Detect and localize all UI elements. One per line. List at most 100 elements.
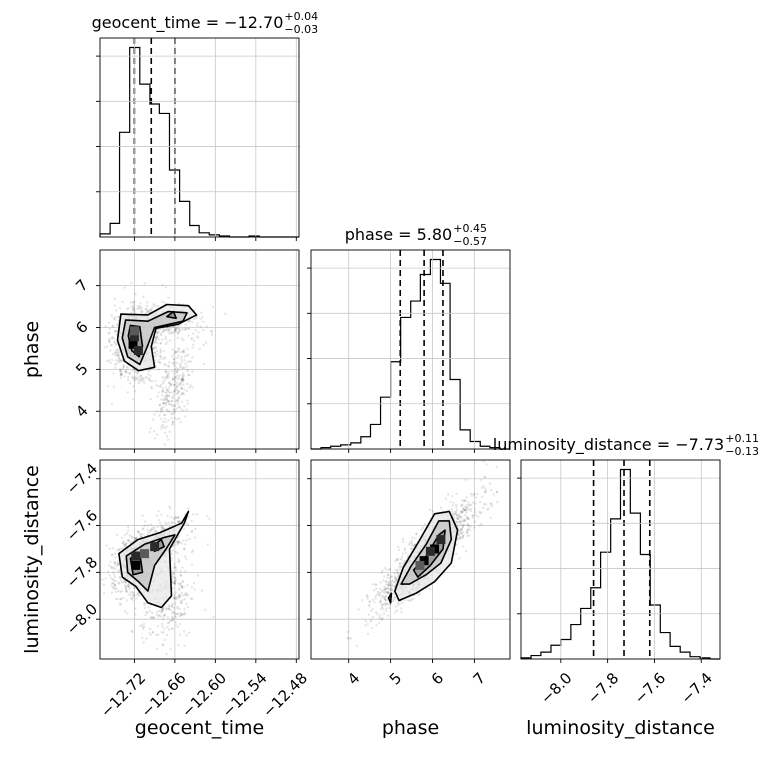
sample-point (410, 548, 413, 551)
sample-point (161, 402, 164, 405)
sample-point (180, 613, 184, 616)
sample-point (120, 581, 124, 584)
sample-point (164, 342, 168, 346)
sample-point (449, 501, 452, 504)
sample-point (407, 553, 410, 557)
sample-point (193, 536, 197, 539)
sample-point (183, 547, 186, 550)
sample-point (155, 349, 159, 353)
sample-point (191, 386, 194, 389)
sample-point (173, 518, 176, 521)
sample-point (483, 487, 487, 490)
sample-point (160, 376, 164, 379)
sample-point (389, 584, 393, 587)
sample-point (456, 517, 459, 520)
sample-point (166, 438, 170, 441)
sample-point (184, 593, 188, 596)
sample-point (189, 384, 192, 387)
sample-point (174, 516, 178, 520)
sample-point (384, 597, 387, 601)
sample-point (187, 320, 190, 324)
sample-point (389, 586, 393, 590)
sample-point (180, 379, 184, 382)
sample-point (181, 327, 184, 331)
sample-point (177, 596, 181, 599)
sample-point (151, 306, 154, 309)
sample-point (428, 508, 432, 511)
sample-point (131, 398, 135, 401)
sample-point (186, 524, 190, 527)
sample-point (192, 339, 196, 342)
sample-point (111, 336, 114, 339)
sample-point (428, 587, 431, 591)
sample-point (167, 400, 170, 403)
sample-point (460, 504, 464, 507)
sample-point (158, 613, 161, 617)
sample-point (468, 528, 471, 532)
sample-point (115, 587, 118, 590)
sample-point (121, 367, 125, 370)
sample-point (167, 365, 170, 368)
sample-point (391, 598, 395, 601)
sample-point (155, 330, 158, 334)
sample-point (163, 627, 166, 630)
sample-point (467, 508, 470, 511)
sample-point (152, 616, 156, 619)
sample-point (398, 568, 401, 571)
sample-point (401, 552, 405, 555)
sample-point (183, 611, 187, 615)
x-ticks (560, 659, 702, 663)
sample-point (116, 570, 120, 573)
sample-point (177, 644, 180, 647)
sample-point (178, 327, 181, 330)
sample-point (114, 316, 117, 319)
sample-point (480, 511, 483, 514)
sample-point (134, 537, 138, 540)
sample-point (162, 527, 165, 530)
sample-point (183, 359, 186, 362)
sample-point (383, 595, 386, 599)
sample-point (184, 569, 187, 573)
sample-point (164, 608, 168, 611)
sample-point (346, 630, 349, 634)
sample-point (179, 324, 182, 327)
sample-point (465, 511, 468, 514)
sample-point (174, 328, 177, 331)
sample-point (177, 390, 180, 393)
sample-point (111, 324, 115, 328)
sample-point (399, 557, 402, 560)
sample-point (114, 350, 117, 354)
sample-point (123, 544, 126, 547)
sample-point (198, 347, 201, 351)
sample-point (116, 562, 120, 566)
sample-point (130, 593, 133, 597)
sample-point (162, 398, 165, 402)
sample-point (149, 427, 152, 430)
sample-point (109, 560, 112, 564)
sample-point (384, 580, 387, 583)
sample-point (454, 520, 458, 523)
sample-point (185, 408, 189, 411)
sample-point (135, 377, 138, 380)
sample-point (484, 503, 487, 506)
sample-point (473, 508, 476, 511)
sample-point (370, 626, 374, 630)
sample-point (451, 510, 454, 513)
sample-point (105, 544, 108, 547)
sample-point (459, 528, 463, 531)
sample-point (167, 386, 171, 389)
sample-point (385, 602, 389, 606)
sample-point (379, 618, 383, 621)
sample-point (132, 599, 135, 602)
sample-point (170, 556, 173, 560)
title-minus-error: −0.13 (725, 445, 759, 458)
sample-point (127, 539, 131, 542)
sample-point (160, 425, 163, 428)
sample-point (386, 603, 389, 606)
sample-point (171, 325, 175, 328)
sample-point (400, 565, 403, 568)
sample-point (142, 528, 145, 531)
sample-point (103, 592, 106, 595)
histogram-geocent_time (99, 46, 299, 238)
sample-point (461, 503, 464, 506)
